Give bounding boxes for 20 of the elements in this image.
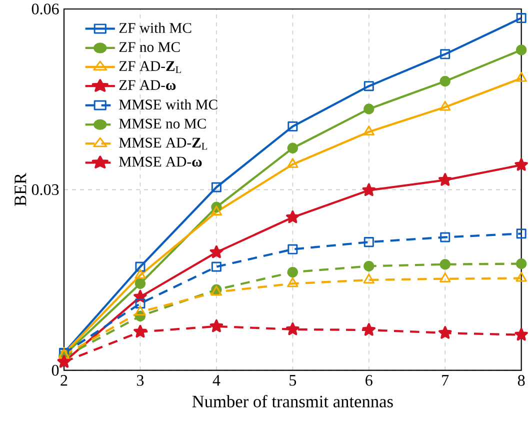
x-tick-label: 7 <box>442 375 449 386</box>
y-tick-label: 0.03 <box>32 184 59 196</box>
legend-label: ZF no MC <box>119 42 180 52</box>
x-tick-label: 3 <box>137 375 144 386</box>
legend-label: MMSE no MC <box>119 118 206 129</box>
legend-label: MMSE AD-Z$_{L}$ <box>119 138 208 150</box>
legend-label: ZF with MC <box>119 22 192 33</box>
legend-label: MMSE AD-ω <box>119 156 202 167</box>
legend-label: ZF AD-ω <box>119 80 176 90</box>
x-tick-label: 2 <box>60 375 68 386</box>
legend-label: MMSE with MC <box>119 99 218 110</box>
x-tick-label: 4 <box>212 375 220 386</box>
y-tick-label: 0.06 <box>32 4 59 14</box>
y-axis-title: BER <box>14 172 26 206</box>
x-tick-label: 6 <box>366 375 372 386</box>
x-tick-label: 8 <box>518 375 525 386</box>
legend-label: ZF AD-Z$_{L}$ <box>119 61 181 74</box>
x-axis-title: Number of transmit antennas <box>192 394 393 408</box>
y-tick-label: 0 <box>52 364 59 376</box>
x-tick-label: 5 <box>290 375 296 386</box>
